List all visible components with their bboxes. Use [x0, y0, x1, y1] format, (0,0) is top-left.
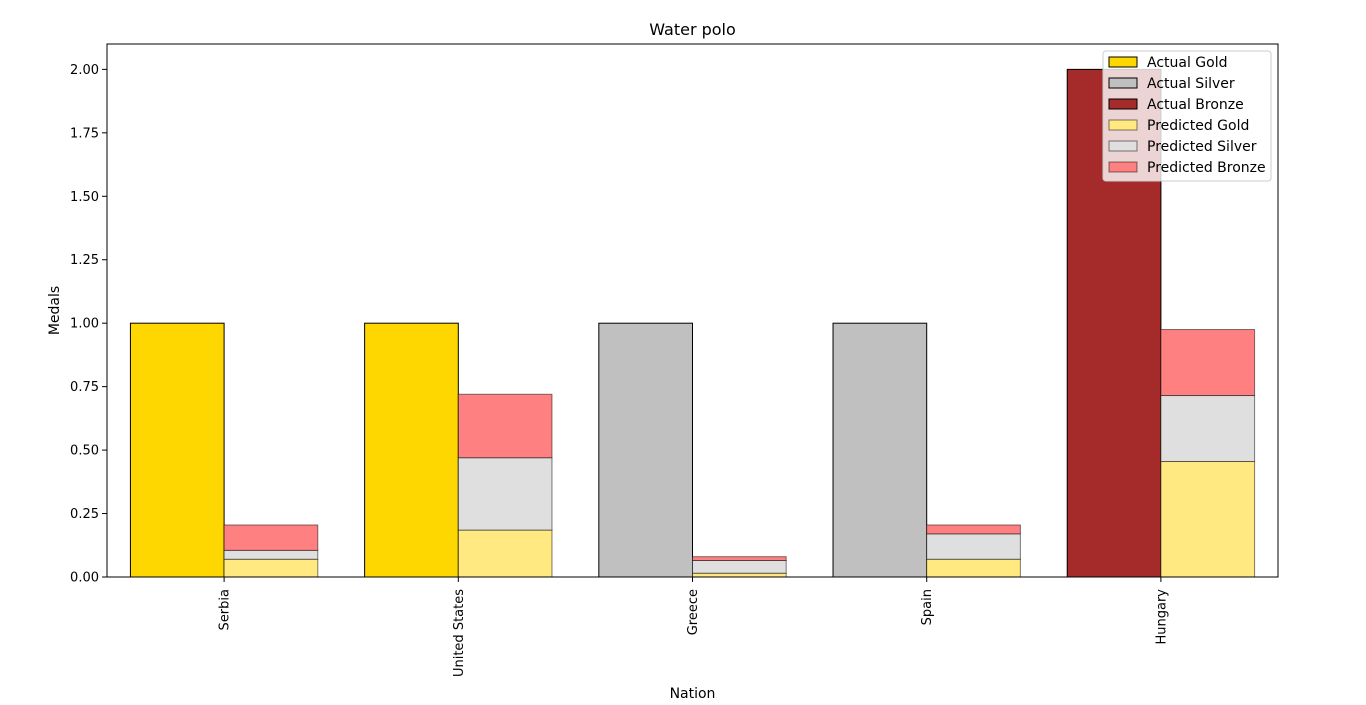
y-tick-label: 1.75: [70, 126, 99, 141]
x-tick-label: United States: [452, 589, 467, 677]
bar-predicted-bronze: [1160, 329, 1256, 397]
plot-area: 0.00 0.25 0.50 0.75 1.00 1.25 1.50 1.75 2.00 Serb…: [70, 43, 1279, 677]
legend-label: Actual Silver: [1147, 76, 1235, 92]
bar-predicted-gold: [1160, 461, 1256, 578]
y-tick-label: 1.50: [70, 190, 99, 205]
y-tick-label: 0.00: [70, 571, 99, 586]
bar-predicted-bronze: [926, 524, 1021, 535]
bar-predicted-silver: [692, 560, 787, 574]
bar-predicted-silver: [926, 533, 1021, 560]
x-axis-label: Nation: [670, 686, 716, 702]
bar-actual-silver: [832, 322, 928, 578]
legend-swatch: [1108, 77, 1138, 89]
y-tick-label: 0.25: [70, 507, 99, 522]
bar-predicted-gold: [457, 529, 553, 578]
bar-actual-silver: [598, 322, 694, 578]
bar-predicted-bronze: [692, 556, 787, 562]
bar-predicted-gold: [692, 572, 787, 578]
bar-predicted-gold: [223, 558, 319, 578]
legend-swatch: [1108, 161, 1138, 173]
legend-swatch: [1108, 140, 1138, 152]
legend-label: Actual Gold: [1147, 55, 1228, 71]
legend-swatch: [1108, 98, 1138, 110]
y-axis-label: Medals: [47, 286, 63, 335]
x-tick-label: Spain: [920, 589, 935, 625]
x-tick-label: Hungary: [1154, 589, 1169, 645]
bar-predicted-silver: [1160, 395, 1256, 463]
legend-label: Predicted Silver: [1147, 139, 1257, 155]
legend-box: [1102, 50, 1272, 182]
bar-actual-gold: [364, 322, 459, 578]
y-tick-label: 2.00: [70, 63, 99, 78]
y-tick-label: 0.50: [70, 444, 99, 459]
legend-label: Predicted Gold: [1147, 118, 1249, 134]
y-tick-label: 1.25: [70, 253, 99, 268]
chart-title: Water polo: [649, 20, 736, 39]
bar-predicted-bronze: [223, 524, 319, 551]
bar-predicted-silver: [457, 457, 553, 531]
bar-predicted-gold: [926, 558, 1021, 578]
bar-predicted-silver: [223, 549, 319, 560]
bar-actual-gold: [129, 322, 225, 578]
legend-label: Predicted Bronze: [1147, 160, 1266, 176]
legend-swatch: [1108, 119, 1138, 131]
legend: Actual Gold Actual Silver Actual Bronze Pre…: [1102, 50, 1272, 182]
axes-frame: [106, 43, 1279, 578]
legend-label: Actual Bronze: [1147, 97, 1244, 113]
x-tick-label: Greece: [686, 589, 701, 635]
bar-predicted-bronze: [457, 393, 553, 459]
legend-swatch: [1108, 56, 1138, 68]
y-tick-label: 1.00: [70, 317, 99, 332]
x-tick-label: Serbia: [218, 589, 233, 630]
y-tick-label: 0.75: [70, 380, 99, 395]
